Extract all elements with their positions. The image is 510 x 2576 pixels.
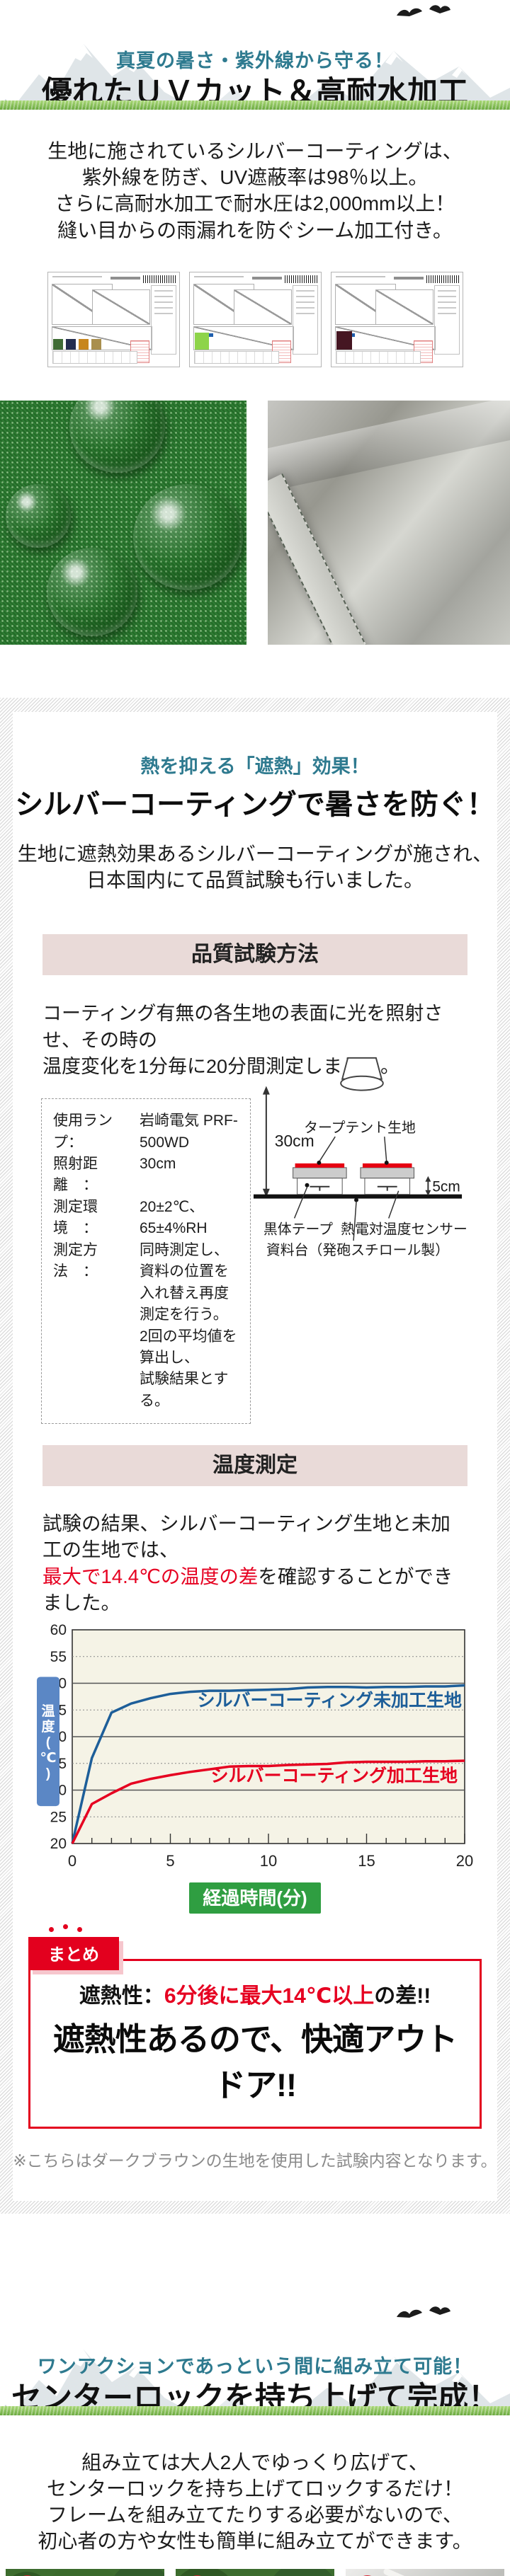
step-badge: 3 xyxy=(353,2575,381,2576)
condition-label: 照射距離 ： xyxy=(53,1156,98,1194)
fabric-label: タープテント生地 xyxy=(304,1120,416,1136)
fabric-photos xyxy=(0,400,510,645)
test-report-thumbnail xyxy=(330,271,463,367)
summary-box: まとめ 遮熱性：6分後に最大14℃以上の差!! 遮熱性あるので、快適アウトドア!… xyxy=(28,1924,482,2129)
barcode-icon xyxy=(426,275,459,283)
assembly-photo-2: 2 xyxy=(176,2568,334,2576)
svg-text:5: 5 xyxy=(166,1852,174,1870)
grass-divider xyxy=(0,2405,510,2415)
svg-text:温度(℃): 温度(℃) xyxy=(40,1703,56,1781)
section3-paragraph: 組み立ては大人2人でゆっくり広げて、 センターロックを持ち上げてロックするだけ！… xyxy=(38,2451,472,2553)
section3-header: ワンアクションであっという間に組み立て可能！ センターロックを持ち上げて完成！ xyxy=(0,2306,510,2415)
svg-text:20: 20 xyxy=(456,1852,473,1870)
measurement-banner: 温度測定 xyxy=(42,1445,468,1487)
dots-icon xyxy=(49,1924,82,1932)
bird-icon xyxy=(429,2306,450,2315)
condition-label: 測定方法 ： xyxy=(53,1241,98,1280)
test-setup-diagram: 30cm 5 xyxy=(253,1057,468,1258)
test-conditions-box: 使用ランプ： 岩崎電気 PRF-500WD 照射距離 ： 30cm 測定環境 ： 20… xyxy=(41,1098,251,1425)
test-diagram: 30cm 5 xyxy=(251,1054,469,1261)
assembly-section: ワンアクションであっという間に組み立て可能！ センターロックを持ち上げて完成！ … xyxy=(0,2214,510,2576)
lamp-icon xyxy=(341,1057,383,1080)
bird-icon xyxy=(429,5,450,13)
svg-text:25: 25 xyxy=(50,1809,67,1825)
svg-text:60: 60 xyxy=(50,1622,67,1638)
result-paragraph: 試験の結果、シルバーコーティング生地と未加工の生地では、 最大で14.4℃の温度… xyxy=(42,1512,453,1614)
svg-text:10: 10 xyxy=(260,1852,277,1870)
line-chart: 20253035404550556005101520シルバーコーティング未加工生… xyxy=(37,1622,473,1870)
svg-text:シルバーコーティング加工生地: シルバーコーティング加工生地 xyxy=(210,1766,458,1786)
method-description: コーティング有無の各生地の表面に光を照射させ、その時の 温度変化を1分毎に20分… xyxy=(42,1003,443,1077)
section2-title: シルバーコーティングで暑さを防ぐ！ xyxy=(15,788,495,820)
seam-stitch xyxy=(268,473,442,645)
assembly-photo-3: 3 xyxy=(346,2568,504,2576)
grass-divider xyxy=(0,100,510,110)
test-note: ※こちらはダークブラウンの生地を使用した試験内容となります。 xyxy=(13,2151,497,2170)
svg-text:15: 15 xyxy=(358,1852,375,1870)
barcode-icon xyxy=(142,275,176,283)
section1-subtitle: 真夏の暑さ・紫外線から守る！ xyxy=(116,50,394,71)
bird-icon xyxy=(397,2309,422,2318)
stand-label: 資料台（発砲スチロール製） xyxy=(266,1243,449,1258)
condition-value: 同時測定し、資料の位置を 入れ替え再度測定を行う。 2回の平均値を算出し、 試験… xyxy=(140,1241,237,1409)
summary-tab: まとめ xyxy=(28,1936,119,1970)
sensor-label: 熱電対温度センサー xyxy=(341,1221,468,1237)
condition-label: 測定環境 ： xyxy=(53,1198,98,1237)
heat-shield-card: 熱を抑える「遮熱」効果！ シルバーコーティングで暑さを防ぐ！ 生地に遮熱効果ある… xyxy=(13,711,497,2201)
bird-icon xyxy=(397,8,422,16)
assembly-steps-grid: 1 xyxy=(6,2568,504,2576)
step-badge: 1 xyxy=(13,2575,41,2576)
height-label: 5cm xyxy=(432,1179,460,1195)
tape-label: 黒体テープ xyxy=(264,1221,333,1237)
result-highlight: 最大で14.4℃の温度の差 xyxy=(42,1565,259,1587)
distance-label: 30cm xyxy=(275,1132,314,1150)
condition-value: 岩崎電気 PRF-500WD xyxy=(140,1112,238,1151)
svg-text:55: 55 xyxy=(50,1649,67,1665)
method-banner: 品質試験方法 xyxy=(42,934,468,976)
water-repellent-fabric-photo xyxy=(0,400,246,645)
condition-value: 20±2℃、65±4%RH xyxy=(140,1198,208,1237)
assembly-photo-1: 1 xyxy=(6,2568,164,2576)
condition-value: 30cm xyxy=(140,1156,176,1173)
section1-header: 真夏の暑さ・紫外線から守る！ 優れたＵＶカット＆高耐水加工 xyxy=(0,0,510,110)
heat-shield-section: 熱を抑える「遮熱」効果！ シルバーコーティングで暑さを防ぐ！ 生地に遮熱効果ある… xyxy=(0,697,510,2214)
section2-intro: 生地に遮熱効果あるシルバーコーティングが施され、 日本国内にて品質試験も行いまし… xyxy=(17,842,493,892)
summary-line2: 遮熱性あるので、快適アウトドア!! xyxy=(52,2020,458,2103)
step-badge: 2 xyxy=(183,2575,211,2576)
seam-sealed-fabric-photo xyxy=(268,400,510,645)
barcode-icon xyxy=(284,275,317,283)
section2-subtitle: 熱を抑える「遮熱」効果！ xyxy=(140,755,370,777)
test-setup: 使用ランプ： 岩崎電気 PRF-500WD 照射距離 ： 30cm 測定環境 ： 20… xyxy=(41,1057,469,1425)
section3-subtitle: ワンアクションであっという間に組み立て可能！ xyxy=(37,2355,473,2377)
condition-label: 使用ランプ： xyxy=(53,1112,113,1151)
svg-text:シルバーコーティング未加工生地: シルバーコーティング未加工生地 xyxy=(197,1691,462,1710)
temperature-chart: 20253035404550556005101520シルバーコーティング未加工生… xyxy=(35,1620,475,1877)
test-report-thumbnails xyxy=(0,271,510,367)
fabric-swatches xyxy=(52,338,101,350)
svg-text:0: 0 xyxy=(68,1852,76,1870)
summary-line1: 遮熱性：6分後に最大14℃以上の差!! xyxy=(79,1984,431,2008)
svg-text:20: 20 xyxy=(50,1836,67,1852)
test-report-thumbnail xyxy=(47,271,180,367)
test-report-thumbnail xyxy=(188,271,322,367)
x-axis-badge: 経過時間(分) xyxy=(189,1882,321,1914)
section1-paragraph: 生地に施されているシルバーコーティングは、 紫外線を防ぎ、UV遮蔽率は98％以上… xyxy=(47,140,463,241)
